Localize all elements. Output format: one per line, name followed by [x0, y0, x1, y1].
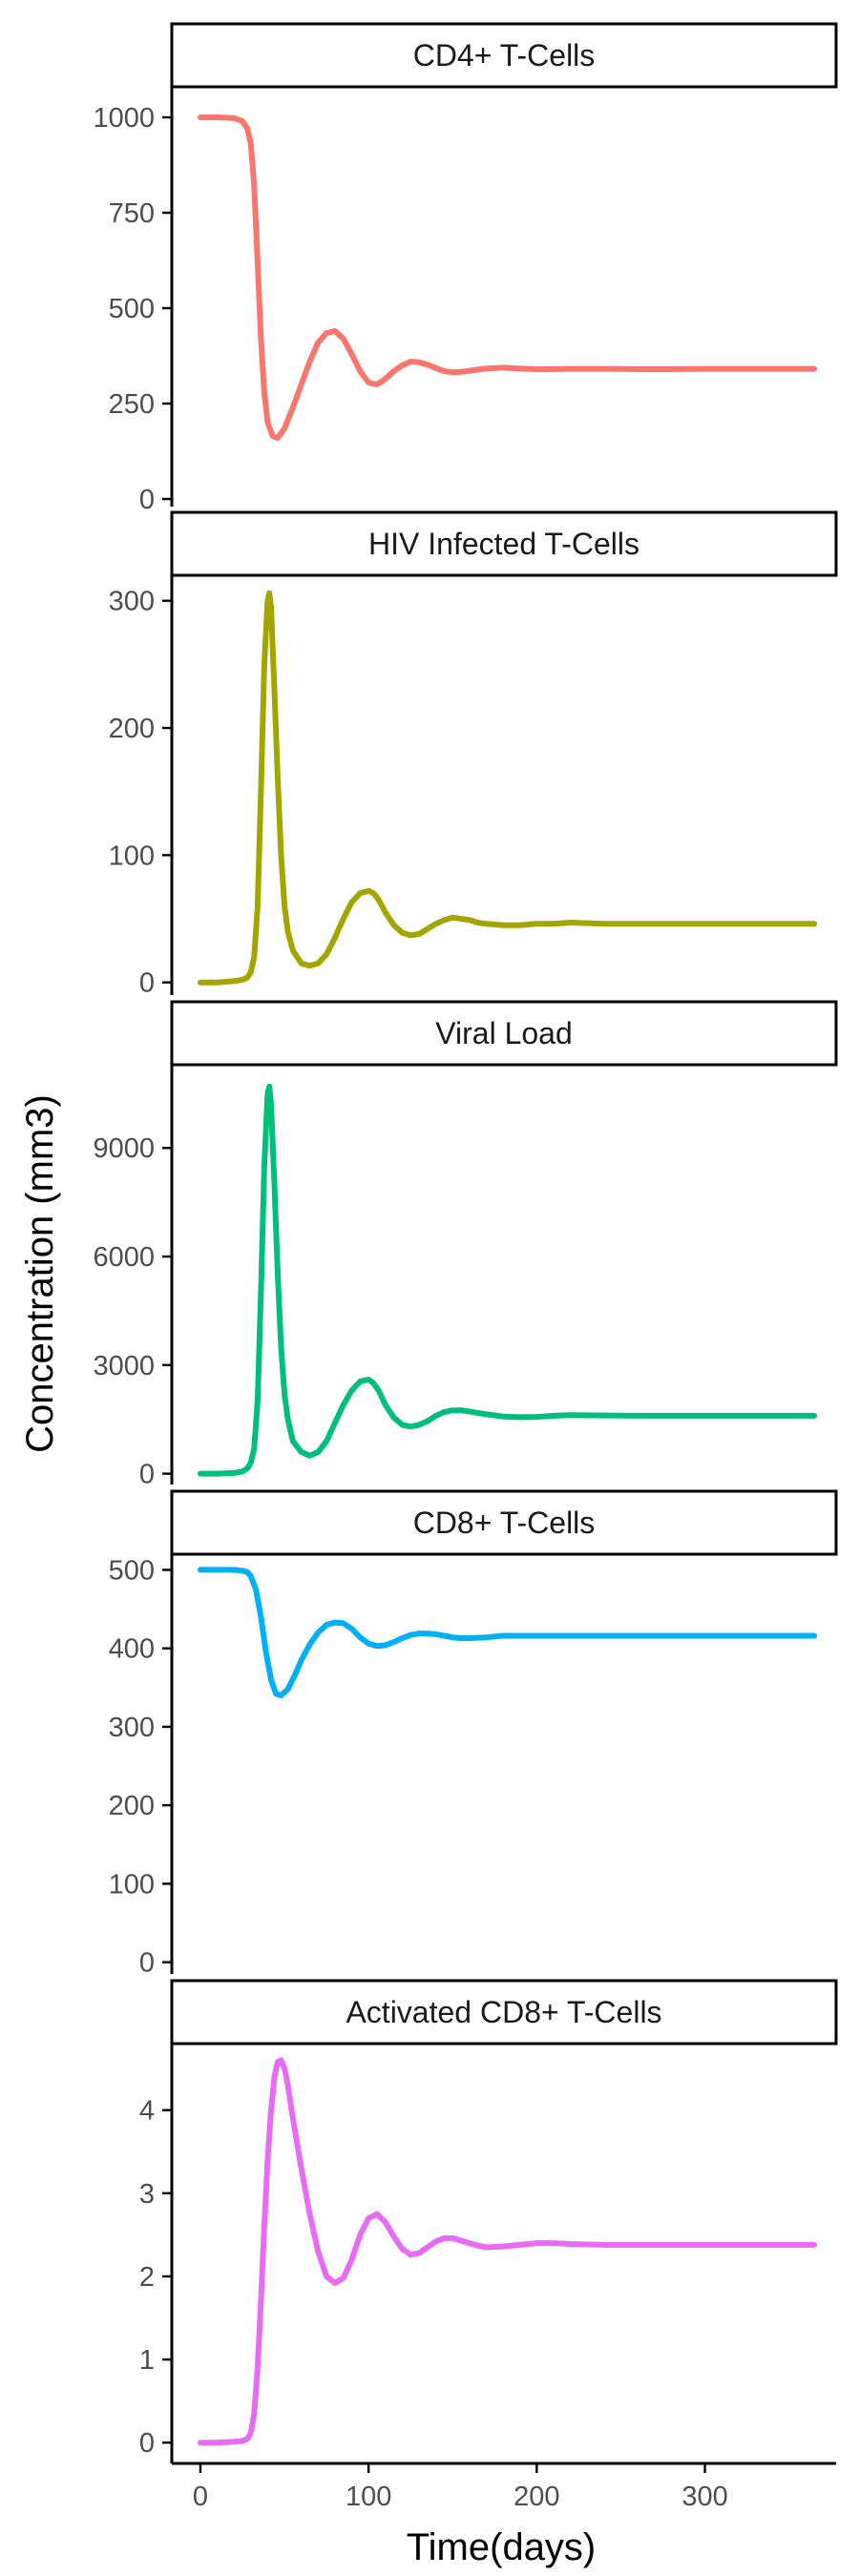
panel: Activated CD8+ T-Cells 0 1 2 3 4 [139, 1979, 838, 2463]
panel-title: HIV Infected T-Cells [368, 527, 639, 561]
y-tick-label: 0 [139, 2428, 155, 2459]
panel-title: CD4+ T-Cells [413, 38, 596, 73]
y-tick-label: 6000 [93, 1242, 155, 1273]
panel-title: Viral Load [435, 1016, 573, 1050]
y-tick-label: 300 [109, 587, 155, 617]
y-axis-title: Concentration (mm3) [19, 1094, 61, 1453]
panel: CD4+ T-Cells 0 250 500 750 1000 [93, 22, 838, 515]
x-axis: 0 100 200 300 [172, 2462, 836, 2512]
panel: Viral Load 0 3000 6000 9000 [93, 1000, 838, 1490]
panel-strip [170, 510, 838, 577]
series-line [198, 114, 818, 441]
y-tick-label: 750 [109, 198, 155, 229]
y-tick-label: 200 [109, 1791, 155, 1821]
panel-strip [170, 22, 838, 89]
y-tick-label: 1000 [93, 103, 155, 134]
y-tick-label: 3 [139, 2179, 155, 2210]
y-tick-label: 250 [109, 389, 155, 420]
y-tick-label: 9000 [93, 1133, 155, 1164]
panel-strip [170, 1979, 838, 2046]
y-tick-label: 500 [109, 1555, 155, 1586]
series-line [198, 2057, 818, 2446]
series-line [198, 590, 818, 986]
y-tick-label: 400 [109, 1634, 155, 1665]
panel: CD8+ T-Cells 0 100 200 300 400 500 [109, 1489, 838, 1979]
y-tick-label: 1 [139, 2345, 155, 2376]
panel-title: Activated CD8+ T-Cells [346, 1995, 661, 2029]
y-tick-label: 0 [139, 1460, 155, 1490]
y-tick-label: 0 [139, 485, 155, 515]
panel-strip [170, 1000, 838, 1067]
y-tick-label: 3000 [93, 1351, 155, 1381]
x-tick-label: 300 [681, 2482, 727, 2512]
x-tick-label: 0 [193, 2482, 208, 2512]
y-tick-label: 300 [109, 1713, 155, 1743]
panel-title: CD8+ T-Cells [413, 1506, 596, 1540]
series-line [198, 1567, 818, 1698]
y-tick-label: 0 [139, 968, 155, 999]
panel-strip [170, 1489, 838, 1556]
y-tick-label: 100 [109, 841, 155, 871]
y-tick-label: 0 [139, 1948, 155, 1979]
y-tick-label: 4 [139, 2096, 155, 2127]
x-axis-title: Time(days) [407, 2526, 597, 2568]
y-tick-label: 200 [109, 714, 155, 744]
y-tick-label: 100 [109, 1869, 155, 1900]
x-tick-label: 200 [513, 2482, 559, 2512]
x-tick-label: 100 [346, 2482, 391, 2512]
series-line [198, 1083, 818, 1477]
panel: HIV Infected T-Cells 0 100 200 300 [109, 510, 838, 999]
y-tick-label: 500 [109, 294, 155, 324]
y-tick-label: 2 [139, 2262, 155, 2293]
